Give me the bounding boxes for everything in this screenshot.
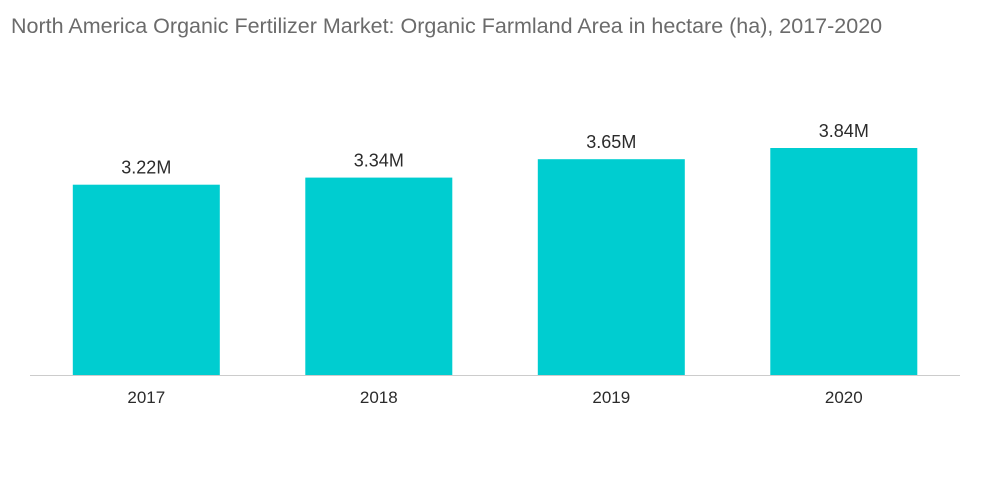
bar-2017 (72, 184, 220, 375)
bar-2020 (770, 148, 918, 375)
x-tick-label-2017: 2017 (127, 388, 165, 407)
x-tick-label-2018: 2018 (360, 388, 398, 407)
x-tick-label-2019: 2019 (592, 388, 630, 407)
chart-title: North America Organic Fertilizer Market:… (11, 14, 883, 38)
labels-layer: 3.22M 2017 3.34M 2018 3.65M 2019 3.84M 2020 (121, 121, 869, 407)
data-label-2020: 3.84M (819, 121, 869, 141)
data-label-2017: 3.22M (121, 158, 171, 178)
bars-layer (72, 148, 918, 375)
x-tick-label-2020: 2020 (825, 388, 863, 407)
data-label-2019: 3.65M (586, 132, 636, 152)
data-label-2018: 3.34M (354, 151, 404, 171)
bar-2019 (537, 159, 685, 375)
bar-2018 (305, 177, 453, 375)
